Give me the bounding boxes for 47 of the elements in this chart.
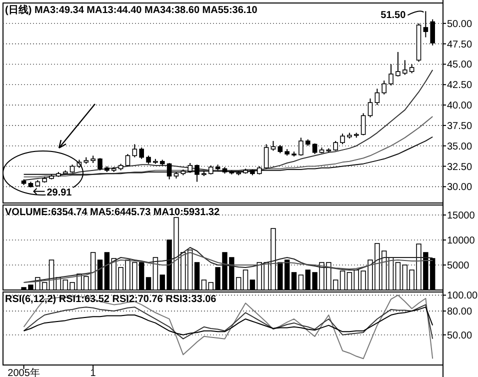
candlestick [139,146,144,160]
candlestick [382,80,386,95]
y-tick-label: 100.00 [447,290,478,302]
y-tick-label: 37.50 [447,120,472,132]
candlestick [340,133,345,145]
candlestick [423,10,428,38]
candlestick [298,137,304,156]
y-tick-label: 30.00 [447,182,472,194]
candlestick [194,164,200,182]
y-tick-label: 50.00 [447,330,472,342]
candlestick [264,144,269,170]
candlestick [166,162,172,180]
candlestick [396,51,400,77]
candlestick [132,144,138,158]
y-tick-label: 5000 [447,260,470,272]
candlestick [312,142,318,155]
line-series [23,69,434,181]
y-tick-label: 35.00 [447,141,472,152]
y-tick-label: 10000 [447,236,476,246]
x-tick-label: 2005年 [8,367,40,377]
y-tick-label: 45.00 [447,60,472,71]
y-tick-label: 15000 [447,210,476,222]
line-series [23,116,434,178]
candlestick [270,140,276,152]
line-series [23,136,434,175]
candlestick [125,154,130,167]
candlestick [188,162,192,174]
y-tick-label: 47.50 [447,39,472,50]
candlestick [360,112,366,136]
candlestick [402,60,408,76]
candlestick [368,98,373,118]
chart-title: VOLUME:6354.74 MA5:6445.73 MA10:5931.32 [5,207,220,218]
y-tick-label: 50.00 [447,18,472,30]
candlestick [333,140,338,152]
chart-title: (日线) MA3:49.34 MA13:44.40 MA34:38.60 MA55:36.10 [5,4,258,16]
candlestick [98,158,102,171]
annotation: 29.91 [46,187,72,198]
y-tick-label: 80.00 [447,306,472,318]
y-tick-label: 32.50 [447,162,472,173]
chart-title: RSI(6,12,2) RSI1:63.52 RSI2:70.76 RSI3:33.06 [5,294,217,305]
candlestick [388,64,394,86]
x-tick-label: 1 [90,368,96,377]
candlestick [374,88,380,106]
y-tick-label: 42.50 [447,80,472,92]
candlestick [430,18,436,46]
annotation: 51.50 [380,10,406,22]
y-tick-label: 40.00 [447,100,472,112]
